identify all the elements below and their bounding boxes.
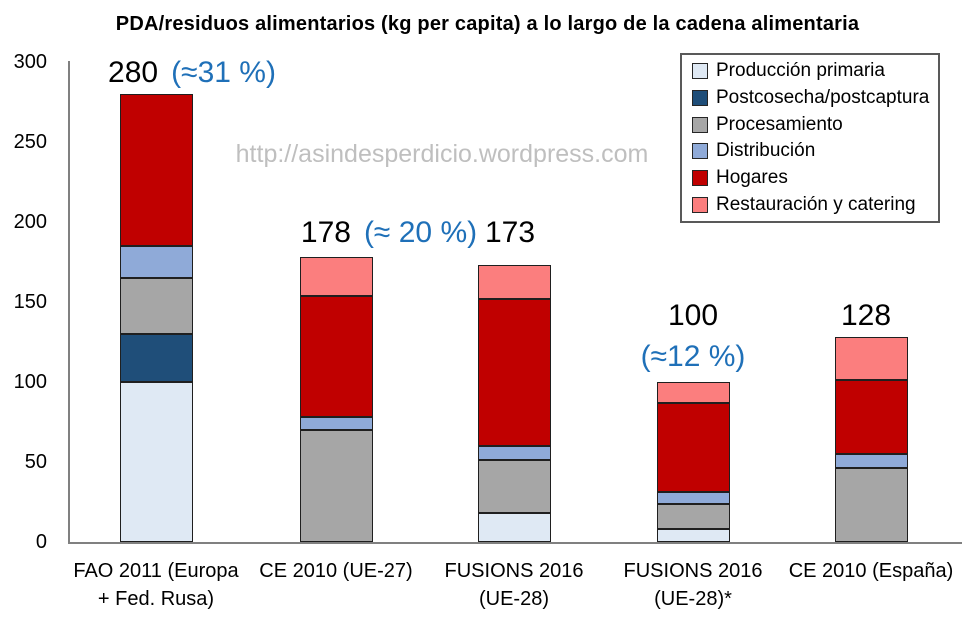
x-axis-category-label: FUSIONS 2016 (UE-28)* [623,560,763,610]
y-tick-label: 100 [13,371,47,393]
total-value: 128 [840,299,892,332]
bar-segment [299,257,373,296]
bar-segment [834,337,908,381]
x-axis-category-label: CE 2010 (UE-27) [259,560,413,582]
legend-item: Restauración y catering [692,194,934,216]
y-axis-line [68,61,70,543]
legend-box: Producción primaria Postcosecha/postcaptu… [680,53,940,223]
bar-segment [119,278,193,334]
legend-item: Postcosecha/postcaptura [692,87,934,109]
bar-segment [299,417,373,430]
y-tick-label: 250 [13,131,47,153]
legend-label: Restauración y catering [716,193,916,215]
x-axis-category-label: CE 2010 (España) [788,560,954,582]
bar-segment [477,265,551,299]
bar-segment [119,94,193,246]
legend-label: Postcosecha/postcaptura [716,86,930,108]
total-value: 178 [300,216,351,249]
approx-percentage: (≈12 %) [640,340,746,373]
legend-item: Procesamiento [692,114,934,136]
chart-title: PDA/residuos alimentarios (kg per capita… [115,13,860,35]
bar-total-annotation: 100 (≈12 %) [641,299,746,374]
bar-segment [656,503,730,530]
legend-label: Hogares [716,166,788,188]
bar-total-annotation: 178 (≈ 20 %) [301,216,477,250]
bar-segment [477,298,551,446]
legend-color-swatch [692,169,708,186]
approx-percentage: (≈ 20 %) [363,216,478,249]
bar-total-annotation: 173 [485,216,535,250]
total-value: 100 [667,299,719,332]
legend-item: Producción primaria [692,60,934,82]
total-value: 173 [484,216,536,249]
bar-segment [119,382,193,542]
bar-segment [834,468,908,542]
y-tick-label: 200 [13,211,47,233]
bar-segment [477,446,551,461]
y-tick-label: 300 [13,51,47,73]
watermark-url: http://asindesperdicio.wordpress.com [235,140,649,168]
legend-label: Producción primaria [716,60,885,82]
x-axis-category-label: FAO 2011 (Europa + Fed. Rusa) [73,560,239,610]
bar-segment [299,430,373,542]
bar-total-annotation: 280 (≈31 %) [108,56,276,90]
bar-total-annotation: 128 [841,299,891,333]
bar-segment [656,529,730,542]
bar-segment [656,382,730,403]
legend-item: Distribución [692,140,934,162]
legend-color-swatch [692,143,708,160]
approx-percentage: (≈31 %) [171,56,276,89]
x-axis-category-label: FUSIONS 2016 (UE-28) [444,560,584,610]
bar-segment [477,513,551,542]
x-axis-line [68,542,962,544]
bar-segment [834,454,908,469]
legend-color-swatch [692,196,708,213]
y-tick-label: 50 [24,451,47,473]
bar-segment [834,380,908,454]
legend-color-swatch [692,63,708,80]
bar-segment [119,334,193,382]
y-tick-label: 0 [35,531,47,553]
legend-color-swatch [692,89,708,106]
bar-segment [656,492,730,504]
legend-color-swatch [692,116,708,133]
bar-segment [119,246,193,278]
legend-label: Procesamiento [716,113,843,135]
bar-segment [656,402,730,493]
y-tick-label: 150 [13,291,47,313]
total-value: 280 [108,56,159,89]
bar-segment [477,460,551,514]
bar-segment [299,295,373,418]
legend-item: Hogares [692,167,934,189]
legend-label: Distribución [716,140,816,162]
